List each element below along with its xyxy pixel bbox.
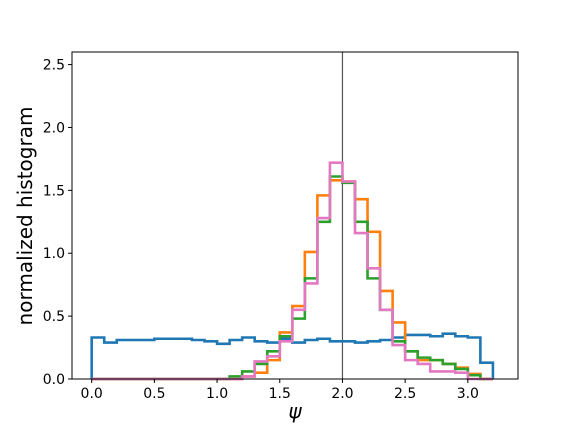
x-axis-label: ψ	[288, 399, 302, 423]
x-tick-label: 0.0	[81, 386, 103, 402]
y-tick-label: 1.0	[43, 246, 65, 262]
histogram-series-1	[90, 332, 495, 379]
x-tick-label: 2.5	[394, 386, 416, 402]
x-tick-label: 3.0	[457, 386, 479, 402]
y-tick-label: 2.5	[43, 58, 65, 74]
axes-group: 0.0 0.5 1.0 1.5 2.0 2.5 3.0 0.0 0.5 1.0 1.5 2.0 2.5	[43, 51, 519, 402]
y-axis-label: normalized histogram	[13, 107, 37, 326]
x-tick-label: 0.5	[143, 386, 165, 402]
y-tick-label: 0.5	[43, 309, 65, 325]
x-tick-label: 1.0	[206, 386, 228, 402]
y-tick-label: 2.0	[43, 120, 65, 136]
axes-frame	[71, 51, 519, 380]
x-tick-label: 1.5	[269, 386, 291, 402]
y-tick-label: 0.0	[43, 372, 65, 388]
y-tick-label: 1.5	[43, 183, 65, 199]
x-tick-label: 2.0	[331, 386, 353, 402]
